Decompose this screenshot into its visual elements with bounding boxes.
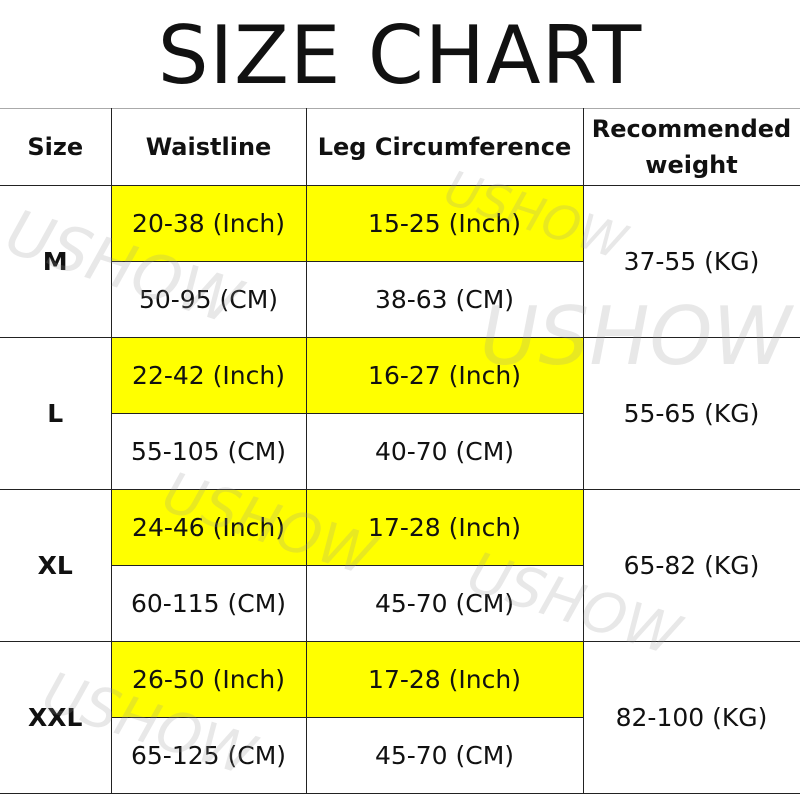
table-row: M 20-38 (Inch) 15-25 (Inch) 37-55 (KG) <box>0 185 800 338</box>
leg-inch-cell: 16-27 (Inch) <box>305 337 584 414</box>
header-waistline: Waistline <box>110 108 307 186</box>
leg-cm-cell: 45-70 (CM) <box>305 565 584 642</box>
table-row: XL 24-46 (Inch) 17-28 (Inch) 65-82 (KG) <box>0 489 800 642</box>
header-leg-circumference: Leg Circumference <box>305 108 584 186</box>
leg-cm-cell: 45-70 (CM) <box>305 717 584 794</box>
leg-cm-cell: 38-63 (CM) <box>305 261 584 338</box>
size-table: Size Waistline Leg Circumference Recomme… <box>0 108 800 794</box>
table-row: L 22-42 (Inch) 16-27 (Inch) 55-65 (KG) <box>0 337 800 490</box>
waist-cm-cell: 50-95 (CM) <box>111 261 307 338</box>
header-size: Size <box>0 108 112 186</box>
leg-inch-cell: 17-28 (Inch) <box>305 641 584 718</box>
table-row: XXL 26-50 (Inch) 17-28 (Inch) 82-100 (KG… <box>0 641 800 794</box>
size-cell: XXL <box>0 641 112 794</box>
waist-inch-cell: 22-42 (Inch) <box>110 337 307 414</box>
waist-cm-cell: 65-125 (CM) <box>111 717 307 794</box>
waist-inch-cell: 20-38 (Inch) <box>110 185 307 262</box>
size-cell: XL <box>0 489 112 642</box>
waist-cm-cell: 55-105 (CM) <box>111 413 307 490</box>
table-row: 60-115 (CM) 45-70 (CM) <box>0 565 800 642</box>
waist-inch-cell: 26-50 (Inch) <box>110 641 307 718</box>
header-row: Size Waistline Leg Circumference Recomme… <box>0 108 800 186</box>
page-title: SIZE CHART <box>157 9 643 102</box>
waist-cm-cell: 60-115 (CM) <box>111 565 307 642</box>
table-row: 55-105 (CM) 40-70 (CM) <box>0 413 800 490</box>
weight-cell: 65-82 (KG) <box>582 489 800 642</box>
size-cell: M <box>0 185 112 338</box>
size-cell: L <box>0 337 112 490</box>
weight-cell: 37-55 (KG) <box>582 185 800 338</box>
weight-cell: 55-65 (KG) <box>582 337 800 490</box>
table-row: 65-125 (CM) 45-70 (CM) <box>0 717 800 794</box>
leg-cm-cell: 40-70 (CM) <box>305 413 584 490</box>
leg-inch-cell: 15-25 (Inch) <box>305 185 584 262</box>
waist-inch-cell: 24-46 (Inch) <box>110 489 307 566</box>
weight-cell: 82-100 (KG) <box>582 641 800 794</box>
table-row: 50-95 (CM) 38-63 (CM) <box>0 261 800 338</box>
leg-inch-cell: 17-28 (Inch) <box>305 489 584 566</box>
header-recommended-weight: Recommended weight <box>582 108 800 186</box>
